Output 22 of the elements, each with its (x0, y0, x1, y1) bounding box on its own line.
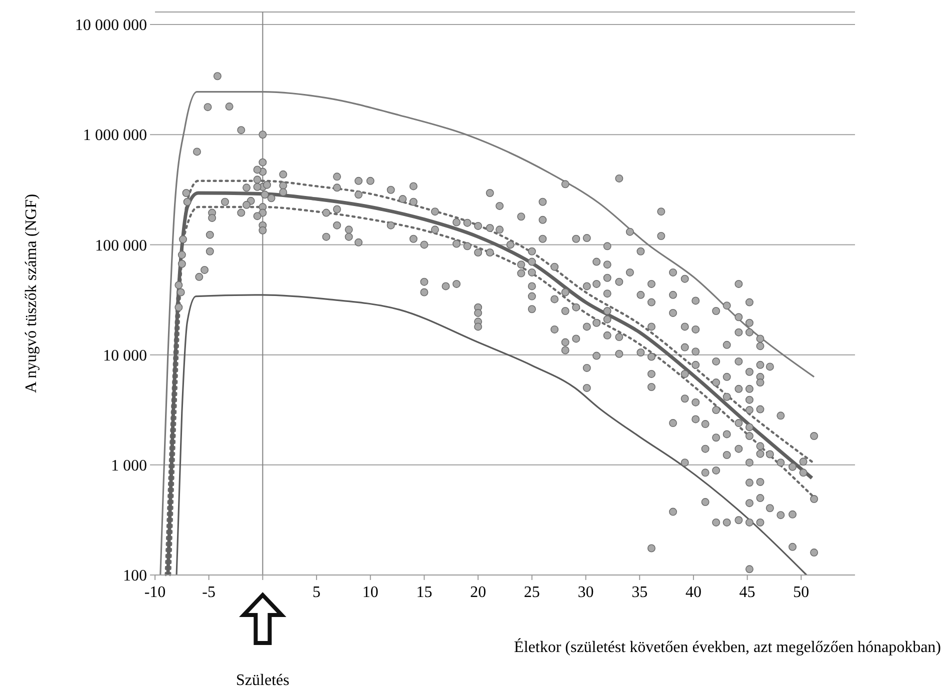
x-tick-label: 50 (793, 584, 810, 601)
x-tick-label: -5 (202, 584, 216, 601)
line-series (176, 294, 808, 576)
y-tick-label: 10 000 (103, 347, 147, 364)
x-tick-label: 20 (470, 584, 486, 601)
x-tick-label: 5 (312, 584, 321, 601)
y-axis-title: A nyugvó tüszők száma (NGF) (23, 194, 40, 394)
x-tick-label: 40 (685, 584, 702, 601)
y-tick-label: 100 (123, 568, 147, 585)
x-axis-title: Életkor (születést követően években, azt megelőzően hónapokban) (514, 638, 941, 656)
x-tick-label: -10 (144, 584, 166, 601)
x-tick-label: 25 (524, 584, 540, 601)
x-tick-label: 30 (578, 584, 594, 601)
text: Születés (236, 672, 290, 689)
y-tick-label: 1 000 000 (83, 127, 147, 144)
y-tick-label: 100 000 (95, 237, 147, 254)
x-tick-label: 35 (632, 584, 648, 601)
x-tick-label: 15 (416, 584, 432, 601)
x-tick-label: 10 (362, 584, 378, 601)
y-tick-label: 10 000 000 (75, 17, 147, 34)
x-tick-label: 45 (739, 584, 756, 601)
y-tick-label: 1 000 (111, 458, 147, 475)
